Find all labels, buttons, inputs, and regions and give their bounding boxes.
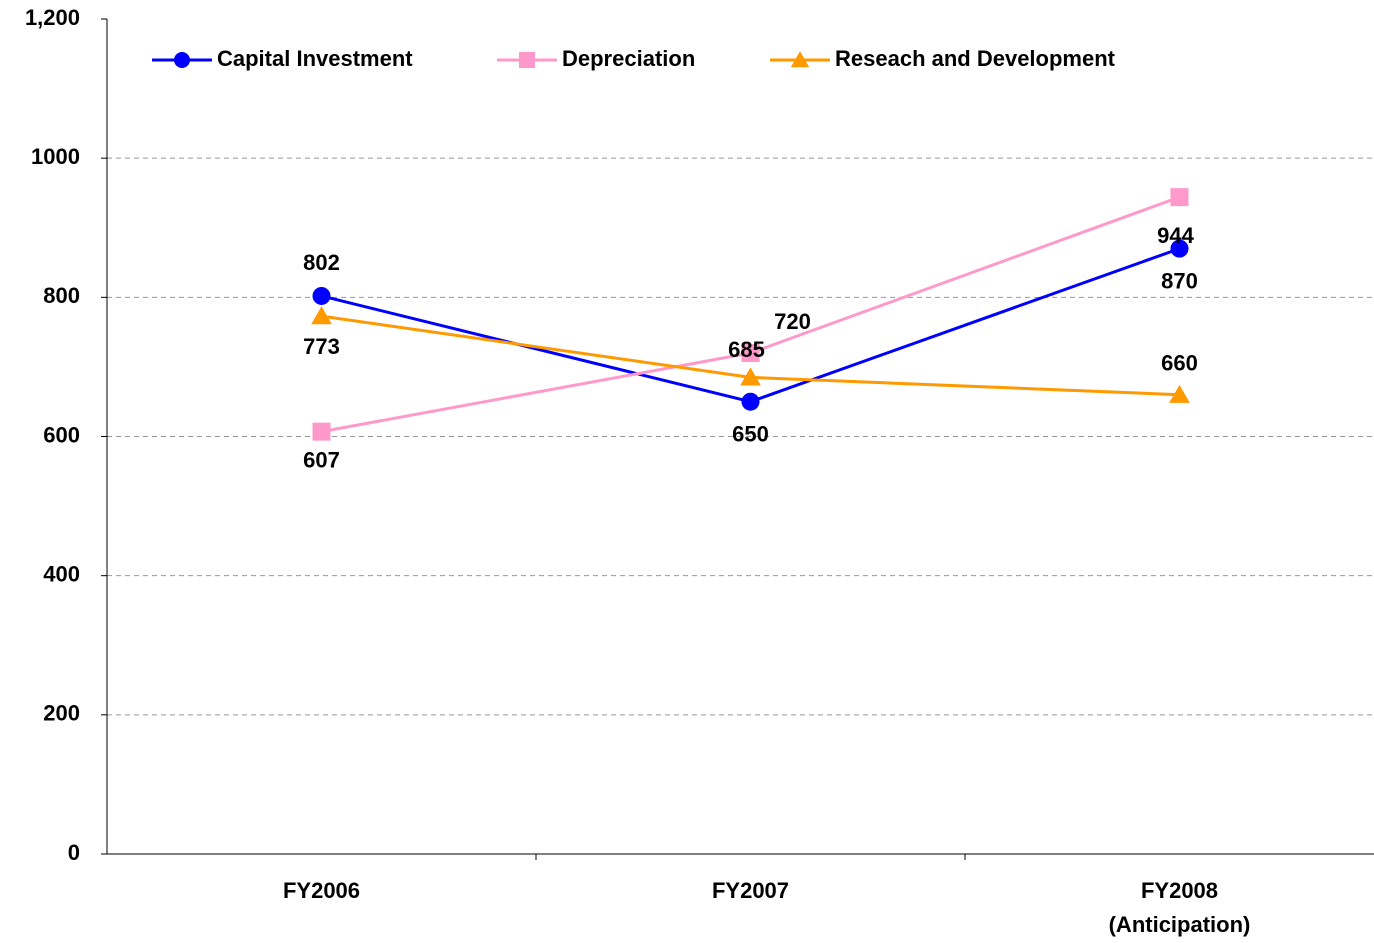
y-tick-label: 1,200 — [25, 5, 80, 30]
point — [741, 392, 760, 411]
x-tick-label: FY2008 (Anticipation) — [1109, 878, 1251, 937]
point — [519, 52, 535, 68]
y-tick-label: 200 — [43, 701, 80, 726]
point — [741, 344, 760, 362]
data-label: 660 — [1161, 351, 1198, 376]
data-label: 685 — [728, 337, 765, 362]
data-label: 720 — [774, 309, 811, 334]
point — [740, 367, 761, 386]
point — [1170, 239, 1189, 258]
x-tick-label: FY2007 — [712, 878, 789, 903]
point — [1170, 188, 1189, 207]
point — [174, 52, 190, 68]
y-tick-label: 1000 — [31, 144, 80, 169]
point — [1169, 384, 1190, 403]
y-tick-label: 600 — [43, 422, 80, 447]
data-label: 650 — [732, 422, 769, 447]
point — [311, 306, 332, 325]
data-label: 944 — [1157, 223, 1194, 248]
legend-label: Capital Investment — [217, 46, 413, 71]
data-label: 870 — [1161, 268, 1198, 293]
data-label: 773 — [303, 334, 340, 359]
point — [790, 51, 810, 68]
data-label: 802 — [303, 250, 340, 275]
legend-label: Depreciation — [562, 46, 695, 71]
legend-label: Reseach and Development — [835, 46, 1116, 71]
y-tick-label: 400 — [43, 561, 80, 586]
data-label: 607 — [303, 447, 340, 472]
point — [312, 422, 331, 441]
y-tick-label: 800 — [43, 283, 80, 308]
x-tick-label: FY2006 — [283, 878, 360, 903]
point — [312, 286, 331, 305]
y-tick-label: 0 — [68, 840, 80, 865]
